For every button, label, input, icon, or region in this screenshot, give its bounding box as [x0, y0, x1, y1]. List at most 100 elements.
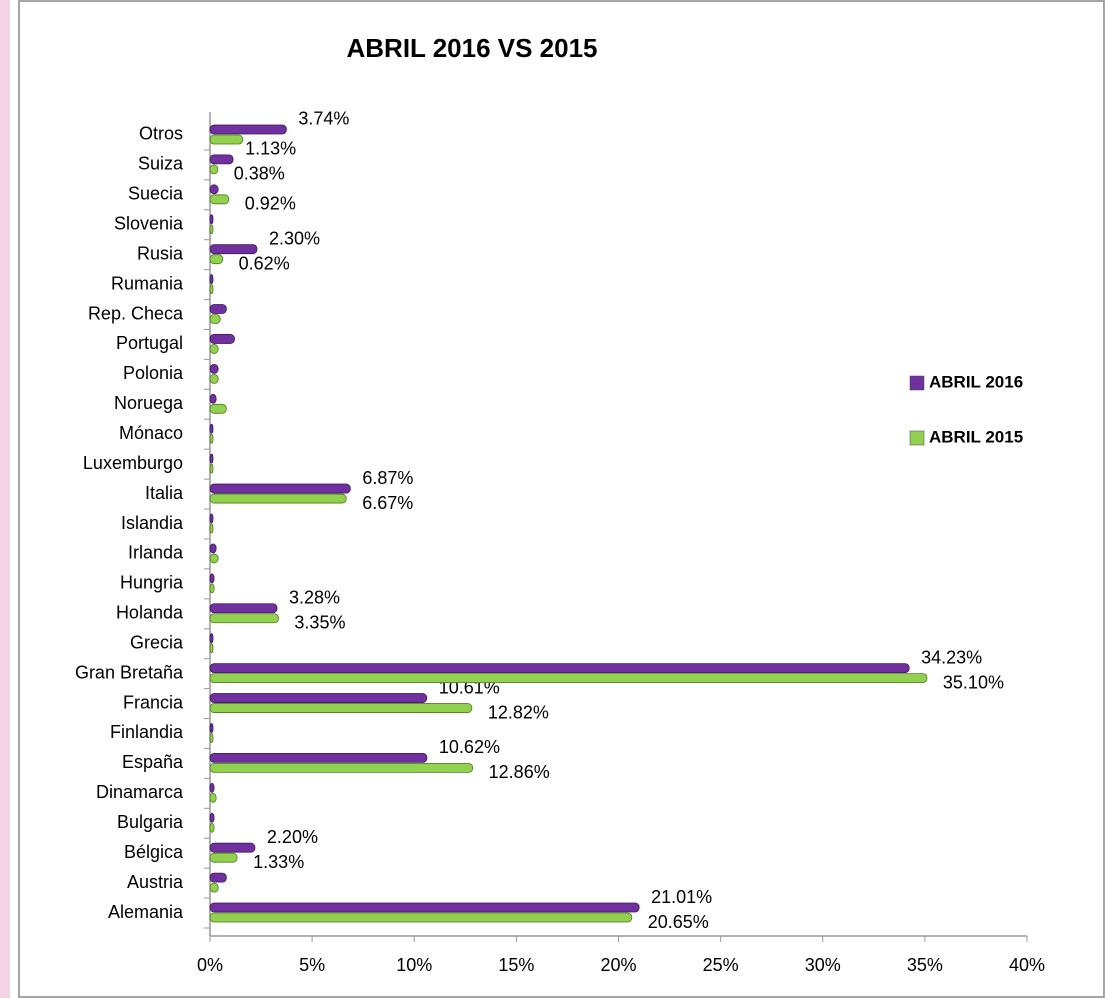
bar [209, 164, 219, 175]
bar [209, 792, 217, 803]
y-tick-label: Mónaco [119, 423, 183, 443]
bar [209, 433, 214, 444]
bar [209, 244, 258, 255]
bar [209, 134, 244, 145]
x-tick-label: 0% [197, 955, 223, 975]
x-tick-label: 30% [805, 955, 841, 975]
y-tick-label: Finlandia [110, 722, 184, 742]
data-label: 1.13% [245, 139, 296, 159]
bar [209, 373, 219, 384]
y-tick-label: Dinamarca [96, 782, 184, 802]
x-tick-label: 35% [907, 955, 943, 975]
data-label: 2.20% [267, 827, 318, 847]
bar [209, 872, 227, 883]
y-tick-label: Bélgica [124, 842, 184, 862]
y-tick-label: Rep. Checa [88, 303, 184, 323]
data-label: 12.86% [489, 762, 550, 782]
bar [209, 493, 347, 504]
legend-label: ABRIL 2016 [929, 372, 1023, 391]
bar [209, 274, 214, 284]
bar [209, 214, 214, 225]
data-label: 34.23% [921, 647, 982, 667]
data-label: 2.30% [269, 228, 320, 248]
bar [209, 403, 227, 414]
x-tick-label: 10% [396, 955, 432, 975]
y-tick-label: España [122, 752, 184, 772]
sheet-strip [0, 0, 10, 998]
bar [209, 344, 219, 354]
data-label: 12.82% [488, 702, 549, 722]
bar [209, 194, 230, 205]
y-tick-label: Noruega [114, 393, 184, 413]
bar [209, 723, 214, 733]
x-tick-label: 5% [299, 955, 325, 975]
y-tick-label: Irlanda [128, 543, 184, 563]
bar [209, 553, 219, 564]
bar [209, 543, 217, 554]
bar [209, 124, 287, 135]
data-label: 6.87% [362, 468, 413, 488]
legend-label: ABRIL 2015 [929, 427, 1023, 446]
bar [209, 763, 474, 773]
bar [209, 663, 910, 674]
y-tick-label: Otros [139, 124, 183, 144]
bar [209, 393, 217, 404]
data-label: 3.74% [298, 109, 349, 129]
y-tick-label: Italia [145, 483, 184, 503]
data-label: 0.62% [239, 253, 290, 273]
bar [209, 842, 256, 853]
data-label: 3.35% [294, 613, 345, 633]
bar [209, 284, 214, 294]
bar [209, 703, 473, 713]
data-label: 0.92% [245, 194, 296, 214]
y-tick-label: Grecia [130, 632, 184, 652]
bar [209, 513, 214, 524]
bar [209, 453, 214, 464]
bar [209, 463, 214, 474]
data-label: 3.28% [289, 588, 340, 608]
bar [209, 224, 214, 235]
bar [209, 812, 215, 823]
x-tick-label: 40% [1009, 955, 1045, 975]
y-tick-label: Hungria [120, 573, 184, 593]
y-tick-label: Francia [123, 692, 184, 712]
bar [209, 483, 351, 494]
bar [209, 643, 214, 654]
bar [209, 423, 214, 434]
bar [209, 603, 278, 614]
y-tick-label: Rusia [137, 243, 184, 263]
bar [209, 314, 221, 324]
bar [209, 822, 215, 833]
x-tick-label: 15% [498, 955, 534, 975]
y-tick-label: Austria [127, 872, 184, 892]
y-tick-label: Gran Bretaña [75, 662, 184, 682]
data-label: 35.10% [943, 672, 1004, 692]
data-label: 21.01% [651, 887, 712, 907]
y-tick-label: Portugal [116, 333, 183, 353]
y-tick-label: Polonia [123, 363, 184, 383]
y-tick-label: Holanda [116, 603, 184, 623]
chart-frame [18, 0, 1105, 998]
bar [209, 184, 219, 195]
data-label: 0.38% [234, 164, 285, 184]
bar [209, 613, 279, 624]
x-tick-label: 20% [600, 955, 636, 975]
y-tick-label: Bulgaria [117, 812, 184, 832]
bar [209, 902, 640, 913]
bar [209, 633, 214, 644]
bar [209, 334, 235, 344]
y-tick-label: Luxemburgo [83, 453, 183, 473]
x-tick-label: 25% [703, 955, 739, 975]
y-tick-label: Rumania [111, 273, 184, 293]
bar [209, 573, 215, 584]
bar [209, 733, 214, 743]
y-tick-label: Islandia [121, 513, 184, 533]
y-tick-label: Suecia [128, 184, 184, 204]
bar [209, 523, 214, 534]
bar [209, 882, 219, 893]
bar [209, 782, 215, 793]
bar [209, 254, 224, 265]
data-label: 6.67% [362, 493, 413, 513]
bar [209, 852, 238, 863]
